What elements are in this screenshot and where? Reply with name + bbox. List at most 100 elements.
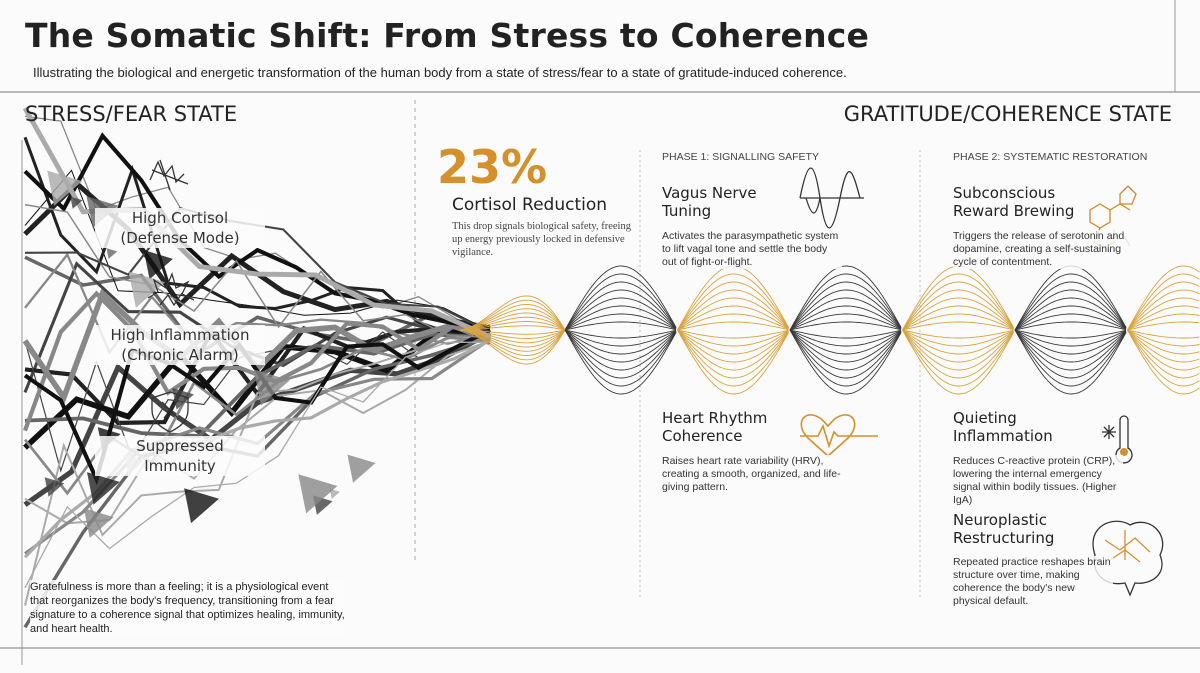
thermometer-bulb: [1120, 448, 1128, 456]
shard: [128, 271, 166, 308]
wave-line: [459, 329, 566, 352]
wave-line: [789, 321, 902, 331]
wave-line: [564, 329, 677, 379]
wave-line: [459, 299, 566, 331]
wave-line: [1014, 329, 1127, 371]
wave-line: [564, 273, 677, 331]
wave-line: [459, 329, 566, 361]
jagged-line: [23, 330, 492, 507]
shard: [47, 170, 83, 206]
wave-line: [1127, 305, 1200, 331]
wave-line: [1014, 329, 1127, 347]
title-line: Vagus Nerve: [662, 184, 757, 202]
wave-line: [1127, 329, 1200, 371]
wave-line: [564, 289, 677, 331]
cortisol-icon: [149, 159, 189, 191]
vagus-icon: [799, 167, 864, 229]
wave-line: [1127, 329, 1200, 379]
wave-line: [902, 329, 1014, 363]
wave-line: [789, 273, 902, 331]
wave-line: [459, 304, 566, 331]
brain-icon: [1092, 520, 1164, 597]
wave-line: [902, 273, 1014, 331]
wave-line: [1127, 329, 1200, 395]
wave-line: [677, 329, 789, 395]
heart-trace: [800, 423, 878, 449]
stat-value: 23%: [437, 140, 548, 194]
wave-line: [789, 329, 902, 379]
wave-line: [459, 329, 566, 335]
wave-line: [564, 329, 677, 363]
wave-line: [564, 329, 677, 395]
molecule-icon: [1089, 185, 1137, 249]
stress-item: High Cortisol (Defense Mode): [95, 208, 265, 248]
wave-line: [1127, 289, 1200, 331]
wave-line: [1127, 297, 1200, 331]
wave-line: [677, 329, 789, 379]
wave-line: [1014, 329, 1127, 379]
wave-line: [902, 297, 1014, 331]
wave-line: [1014, 329, 1127, 395]
wave-line: [902, 329, 1014, 379]
chaotic-signal: [22, 106, 492, 629]
card-text: Triggers the release of serotonin and do…: [953, 230, 1143, 269]
wave-line: [459, 329, 566, 339]
title: The Somatic Shift: From Stress to Cohere…: [25, 16, 870, 55]
wave-line: [677, 305, 789, 331]
wave-line: [789, 281, 902, 331]
wave-line: [677, 329, 789, 363]
wave-line: [1014, 305, 1127, 331]
wave-line: [1014, 273, 1127, 331]
item-line: Immunity: [144, 457, 216, 475]
right-heading: GRATITUDE/COHERENCE STATE: [843, 102, 1172, 126]
card-title: Neuroplastic Restructuring: [953, 511, 1054, 547]
left-heading: STRESS/FEAR STATE: [25, 102, 238, 126]
wave-line: [789, 313, 902, 331]
shard: [106, 248, 118, 259]
wave-line: [789, 297, 902, 331]
shard: [298, 474, 338, 514]
title-line: Tuning: [662, 202, 712, 220]
wave-line: [677, 329, 789, 347]
wave-line: [564, 329, 677, 339]
wave-line: [1014, 329, 1127, 363]
stat-text: This drop signals biological safety, fre…: [452, 221, 631, 258]
wave-line: [902, 329, 1014, 387]
wave-line: [677, 313, 789, 331]
shard: [70, 196, 83, 209]
phase-label: PHASE 2: SYSTEMATIC RESTORATION: [953, 151, 1148, 163]
wave-line: [1127, 273, 1200, 331]
wave-line: [677, 329, 789, 355]
card-text: Raises heart rate variability (HRV), cre…: [662, 455, 842, 494]
phase-label: PHASE 1: SIGNALLING SAFETY: [662, 151, 819, 163]
wave-line: [1014, 297, 1127, 331]
wave-line: [789, 329, 902, 355]
wave-line: [459, 312, 566, 331]
wave-line: [789, 329, 902, 387]
wave-line: [789, 329, 902, 339]
wave-line: [902, 329, 1014, 347]
wave-line: [1127, 281, 1200, 331]
title-line: Quieting: [953, 409, 1017, 427]
wave-line: [902, 329, 1014, 371]
wave-line: [459, 295, 566, 331]
card-text: Reduces C-reactive protein (CRP), loweri…: [953, 455, 1123, 507]
wave-line: [1127, 329, 1200, 355]
wave-line: [1127, 265, 1200, 331]
shard: [184, 488, 219, 524]
wave-line: [677, 297, 789, 331]
shard: [329, 488, 341, 500]
snowflake-icon: [1102, 425, 1116, 439]
thermometer-icon: [1115, 415, 1133, 464]
shard: [44, 477, 65, 497]
wave-line: [677, 289, 789, 331]
wave-line: [459, 308, 566, 331]
wave-line: [1014, 329, 1127, 339]
wave-line: [564, 265, 677, 331]
wave-line: [789, 329, 902, 347]
wave-line: [677, 329, 789, 371]
wave-line: [564, 329, 677, 371]
wave-line: [564, 281, 677, 331]
